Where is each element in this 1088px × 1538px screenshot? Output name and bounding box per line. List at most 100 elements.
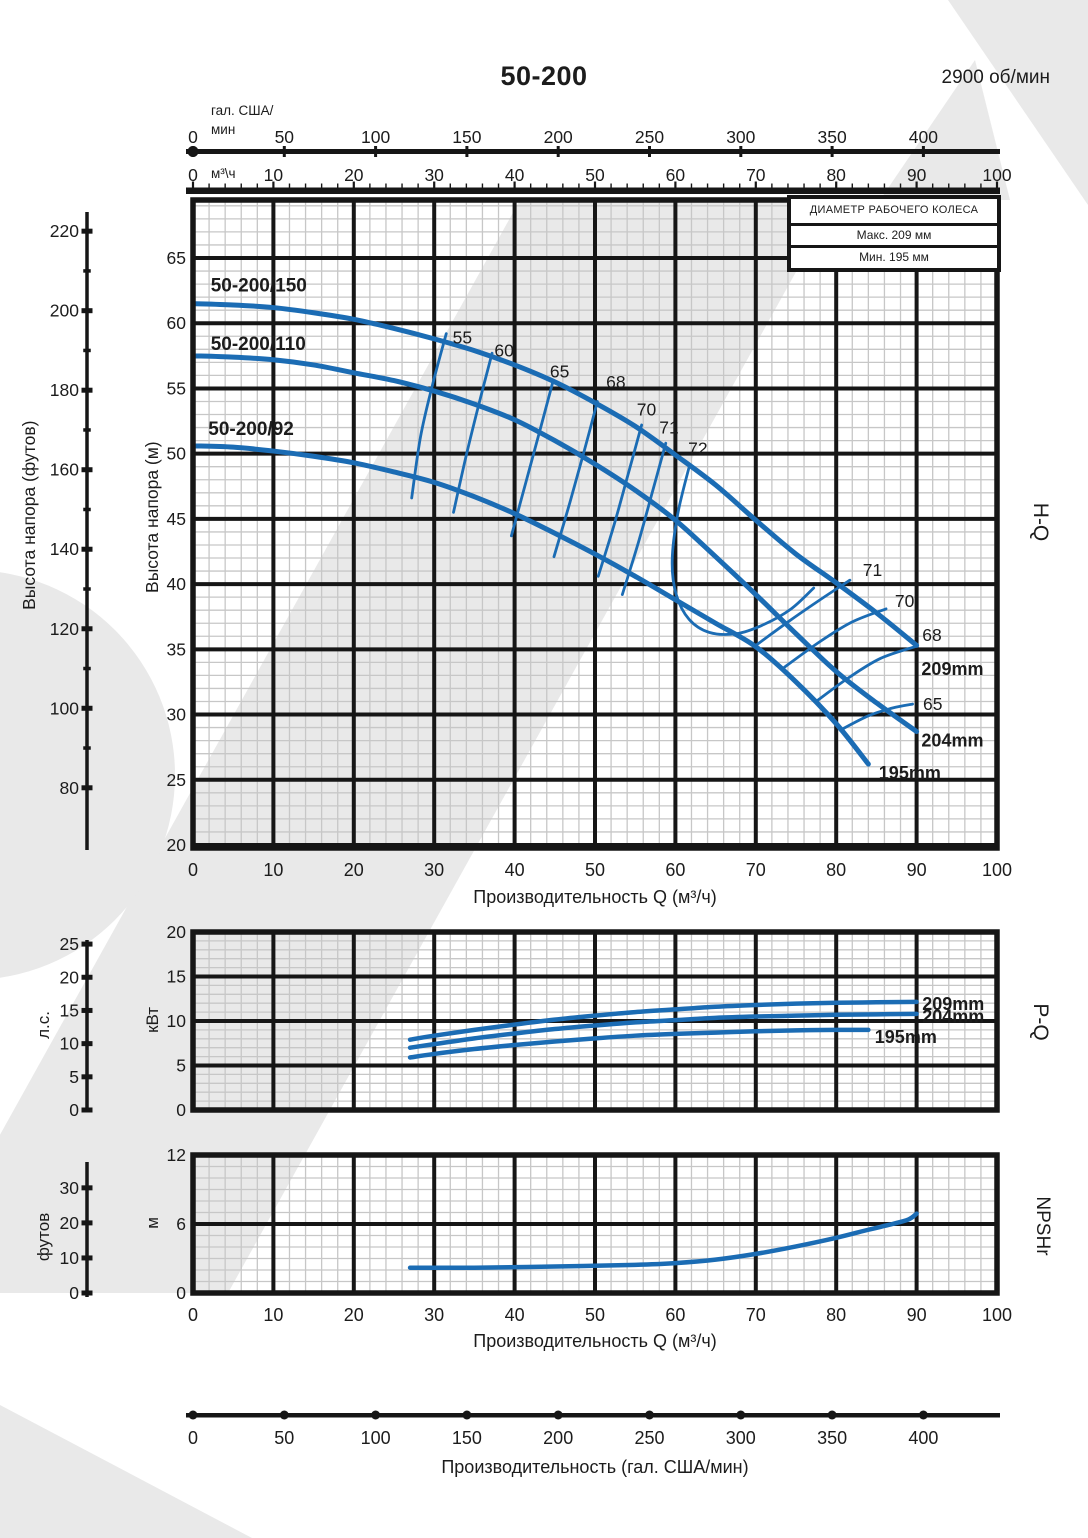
hq-label: 68 <box>606 372 625 392</box>
hq-x-tick-label: 100 <box>982 860 1012 880</box>
hq-efficiency-60 <box>452 351 494 514</box>
bottom-gal-tick-label: 50 <box>274 1428 294 1448</box>
npsh-ft-tick-label: 30 <box>60 1178 80 1198</box>
bottom-gal-axis-title: Производительность (гал. США/мин) <box>441 1457 749 1477</box>
m3h-axis-unit: м³\ч <box>211 166 236 181</box>
hq-label: 68 <box>922 625 941 645</box>
pq-kw-tick-label: 0 <box>176 1100 186 1120</box>
pq-label: 209mm <box>922 994 984 1014</box>
pq-hp-tick-label: 15 <box>60 1000 79 1020</box>
hq-m-tick-label: 40 <box>167 574 187 594</box>
hq-x-tick-label: 60 <box>665 860 685 880</box>
gal-tick-label: 300 <box>726 127 755 147</box>
hq-ft-tick-label: 200 <box>50 301 79 321</box>
hq-x-tick-label: 10 <box>263 860 283 880</box>
gal-tick-label: 250 <box>635 127 664 147</box>
np-grid-major <box>193 1155 997 1293</box>
hq-label: 65 <box>550 361 569 381</box>
npsh-m-tick-label: 0 <box>176 1283 186 1303</box>
hq-label: 55 <box>453 328 472 348</box>
pq-curves <box>407 999 919 1060</box>
npsh-x-tick-label: 20 <box>344 1305 364 1325</box>
hq-label: 204mm <box>921 731 983 751</box>
bottom-gal-tick-label: 400 <box>908 1428 938 1448</box>
hq-x-tick-label: 50 <box>585 860 605 880</box>
pq-hp-tick-label: 0 <box>69 1100 79 1120</box>
pq-y-axis-title-hp: л.с. <box>34 1010 54 1039</box>
pq-curve-209mm <box>407 999 919 1042</box>
pq-curve-204mm <box>407 1011 919 1050</box>
hq-ft-tick-label: 160 <box>50 460 79 480</box>
m3h-tick-label: 100 <box>982 165 1011 185</box>
hq-curve-209mm <box>193 301 920 648</box>
pq-kw-tick-label: 5 <box>176 1056 186 1076</box>
hq-x-tick-label: 90 <box>907 860 927 880</box>
hq-ft-tick-label: 120 <box>50 619 79 639</box>
gal-axis-unit-line2: мин <box>211 122 236 137</box>
npsh-chart-label: NPSHr <box>1031 1196 1053 1256</box>
hq-m-tick-label: 50 <box>167 444 187 464</box>
m3h-tick-label: 20 <box>344 165 364 185</box>
npsh-m-tick-label: 12 <box>167 1145 186 1165</box>
page-title: 50-200 <box>500 61 588 91</box>
pq-curve-195mm <box>407 1027 871 1060</box>
hq-labels: 50-200/15050-200/11050-200/9255606568707… <box>208 275 983 783</box>
gal-tick-label: 0 <box>188 127 198 147</box>
hq-grid-major <box>193 200 997 848</box>
pq-label: 195mm <box>875 1027 937 1047</box>
hq-label: 195mm <box>879 763 941 783</box>
m3h-tick-label: 60 <box>666 165 686 185</box>
gal-tick-label: 350 <box>817 127 846 147</box>
bottom-gal-tick-label: 100 <box>361 1428 391 1448</box>
bottom-gal-tick-label: 250 <box>634 1428 664 1448</box>
hq-curve-204mm <box>193 353 920 734</box>
hq-m-tick-label: 55 <box>167 378 186 398</box>
npsh-ft-tick-label: 10 <box>60 1248 80 1268</box>
hq-label: 209mm <box>921 659 983 679</box>
m3h-tick-label: 90 <box>907 165 927 185</box>
hq-label: 71 <box>659 418 678 438</box>
hq-x-tick-label: 0 <box>188 860 198 880</box>
pq-kw-tick-label: 20 <box>167 922 187 942</box>
hq-y-axis-title-meters: Высота напора (м) <box>141 441 162 593</box>
m3h-tick-label: 0 <box>188 165 198 185</box>
hq-x-tick-label: 40 <box>505 860 525 880</box>
npsh-ft-tick-label: 0 <box>69 1283 79 1303</box>
npsh-x-tick-label: 90 <box>907 1305 927 1325</box>
np-curve-NPSHr <box>407 1211 919 1271</box>
gal-tick-label: 400 <box>909 127 938 147</box>
hq-efficiency-68 <box>552 400 599 559</box>
npsh-ft-tick-label: 20 <box>60 1213 80 1233</box>
hq-m-tick-label: 60 <box>167 313 187 333</box>
m3h-axis-bar <box>186 187 1000 194</box>
hq-efficiency-55 <box>410 332 448 500</box>
pq-kw-tick-label: 15 <box>167 967 186 987</box>
hq-ft-tick-label: 100 <box>50 698 79 718</box>
np-curves <box>407 1211 919 1271</box>
m3h-tick-label: 30 <box>424 165 444 185</box>
hq-ft-tick-label: 80 <box>60 778 80 798</box>
bottom-gal-tick-label: 300 <box>726 1428 756 1448</box>
hq-x-axis-title: Производительность Q (м³/ч) <box>473 887 717 907</box>
hq-label: 50-200/150 <box>211 275 307 296</box>
pq-hp-tick-label: 25 <box>60 934 79 954</box>
hq-label: 72 <box>688 438 707 458</box>
hq-x-tick-label: 70 <box>746 860 766 880</box>
hq-m-tick-label: 35 <box>167 639 186 659</box>
pq-hp-tick-label: 5 <box>69 1067 79 1087</box>
pq-grid-major <box>193 932 997 1110</box>
hq-label: 50-200/92 <box>208 419 294 440</box>
npsh-x-tick-label: 100 <box>982 1305 1012 1325</box>
npsh-x-tick-label: 60 <box>665 1305 685 1325</box>
npsh-x-tick-label: 80 <box>826 1305 846 1325</box>
hq-label: 50-200/110 <box>211 334 306 355</box>
hq-efficiency-68 <box>814 645 917 703</box>
npsh-x-tick-label: 70 <box>746 1305 766 1325</box>
hq-curve-195mm <box>193 443 871 767</box>
hq-ft-tick-label: 220 <box>50 221 79 241</box>
bottom-gal-axis-bar <box>186 1413 1000 1418</box>
legend-min-diameter: Мин. 195 мм <box>791 245 997 268</box>
hq-y-axis-title-feet: Высота напора (футов) <box>18 420 39 610</box>
hq-m-tick-label: 30 <box>167 705 187 725</box>
